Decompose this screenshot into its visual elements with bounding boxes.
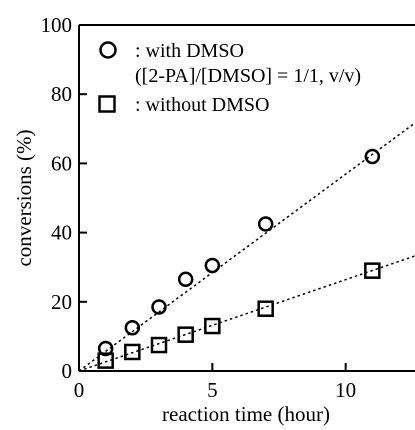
fit-line-without-dmso xyxy=(79,255,415,371)
y-tick-label: 40 xyxy=(51,221,72,245)
x-tick-label: 10 xyxy=(335,378,356,402)
y-tick-label: 100 xyxy=(41,13,73,37)
point-without-dmso xyxy=(257,300,274,317)
point-with-dmso xyxy=(204,257,221,274)
x-axis-ticks: 0 5 10 xyxy=(74,363,356,402)
point-without-dmso xyxy=(177,326,194,343)
fit-lines xyxy=(79,122,415,371)
legend-square-marker xyxy=(98,95,116,113)
point-with-dmso xyxy=(364,148,381,165)
y-tick-label: 60 xyxy=(51,151,72,175)
legend: : with DMSO ([2-PA]/[DMSO] = 1/1, v/v) :… xyxy=(98,40,361,116)
point-without-dmso xyxy=(150,336,168,354)
point-with-dmso xyxy=(97,340,114,357)
x-tick-label: 5 xyxy=(207,378,218,402)
fit-line-with-dmso xyxy=(79,122,415,371)
data-points xyxy=(97,148,381,369)
point-without-dmso xyxy=(364,262,381,279)
point-with-dmso xyxy=(124,320,141,336)
y-tick-label: 20 xyxy=(51,290,72,314)
point-with-dmso xyxy=(257,216,274,232)
y-axis-ticks: 0 20 40 60 80 100 xyxy=(41,13,87,383)
y-tick-label: 80 xyxy=(51,82,72,106)
legend-label-without-dmso: : without DMSO xyxy=(135,94,269,116)
legend-label-with-dmso: : with DMSO xyxy=(135,40,244,62)
point-without-dmso xyxy=(124,343,141,361)
x-tick-label: 0 xyxy=(74,378,85,402)
point-without-dmso xyxy=(97,352,114,369)
legend-label-with-dmso-ratio: ([2-PA]/[DMSO] = 1/1, v/v) xyxy=(135,65,361,87)
point-without-dmso xyxy=(204,317,221,335)
point-with-dmso xyxy=(151,299,167,315)
y-tick-label: 0 xyxy=(62,359,73,383)
legend-circle-marker xyxy=(99,41,117,59)
x-axis-title: reaction time (hour) xyxy=(162,402,330,426)
point-with-dmso xyxy=(177,271,194,288)
y-axis-title: conversions (%) xyxy=(12,129,36,266)
